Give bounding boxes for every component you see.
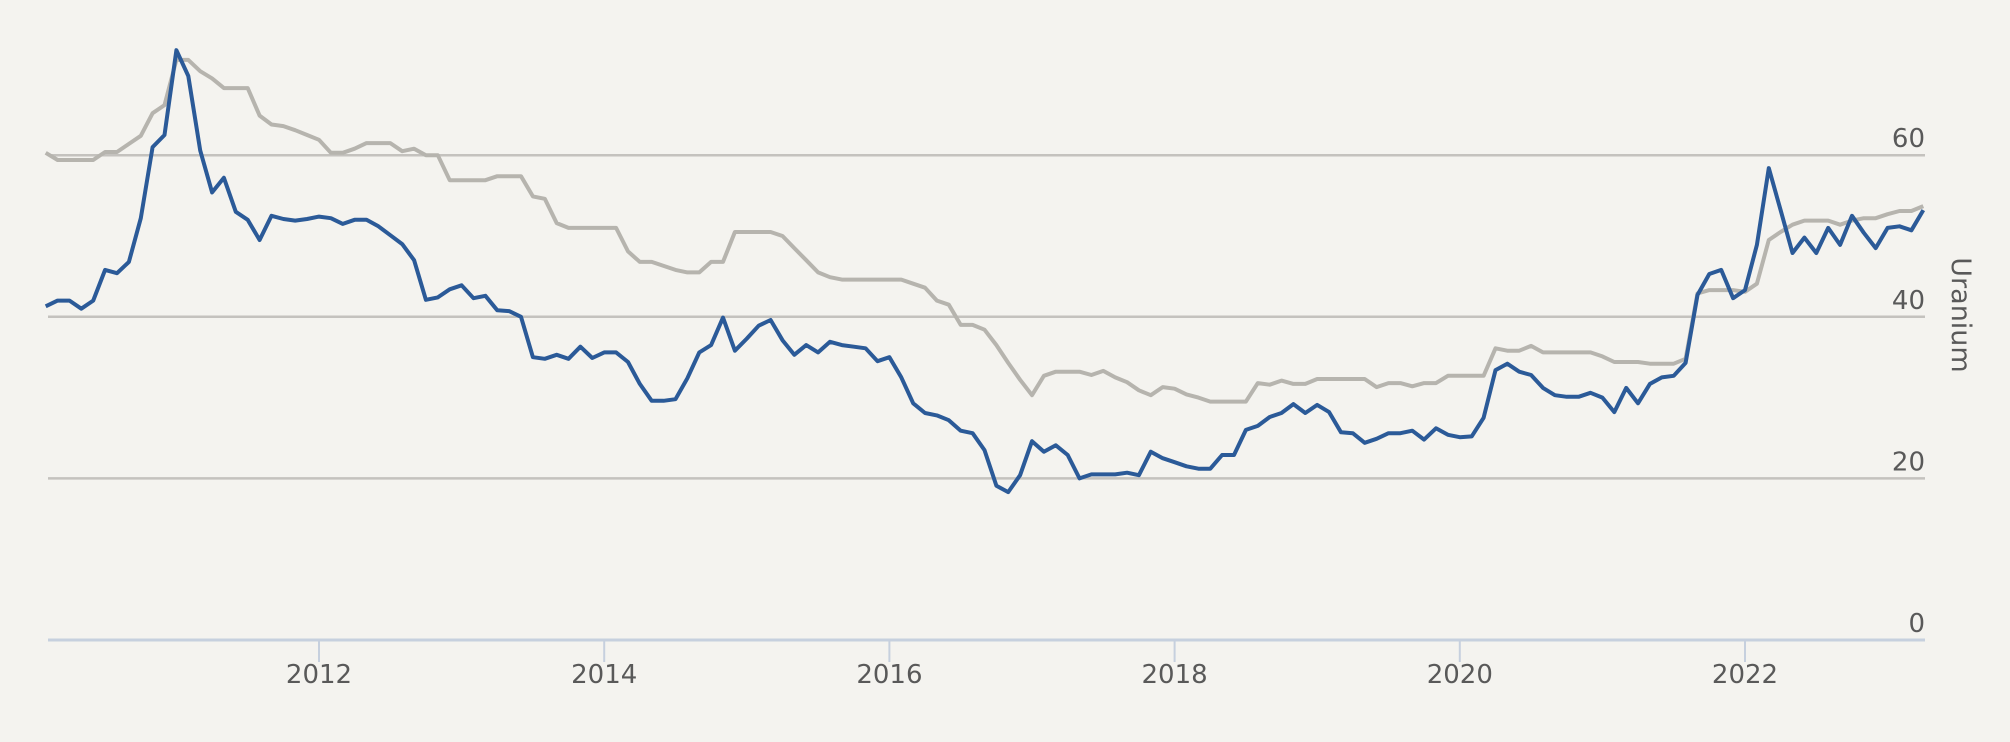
x-tick-label: 2020 xyxy=(1427,660,1493,690)
y-axis-title: Uranium xyxy=(1945,257,1976,372)
y-axis: 60 40 20 0 xyxy=(1892,124,1925,639)
horizontal-gridlines xyxy=(48,153,1925,642)
x-tick-label: 2018 xyxy=(1142,660,1208,690)
x-axis: 2012 2014 2016 2018 2020 2022 xyxy=(286,640,1778,690)
series-line-gray xyxy=(44,57,1925,404)
y-tick-label: 40 xyxy=(1892,286,1925,316)
x-tick-label: 2014 xyxy=(571,660,637,690)
y-tick-label: 20 xyxy=(1892,447,1925,477)
x-tick-label: 2016 xyxy=(856,660,922,690)
x-tick-label: 2022 xyxy=(1712,660,1778,690)
y-tick-label: 0 xyxy=(1908,609,1925,639)
y-tick-label: 60 xyxy=(1892,124,1925,154)
x-tick-label: 2012 xyxy=(286,660,352,690)
series-line-blue xyxy=(44,48,1926,495)
